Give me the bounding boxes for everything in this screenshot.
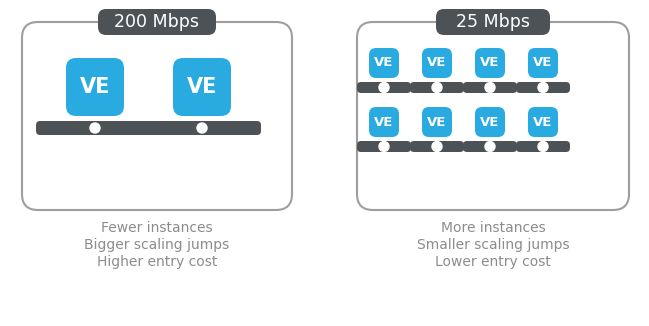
FancyBboxPatch shape bbox=[143, 121, 261, 135]
Text: More instances: More instances bbox=[441, 221, 545, 235]
Circle shape bbox=[432, 82, 442, 93]
Text: VE: VE bbox=[187, 77, 217, 97]
FancyBboxPatch shape bbox=[66, 58, 124, 116]
FancyBboxPatch shape bbox=[173, 58, 231, 116]
FancyBboxPatch shape bbox=[357, 82, 411, 93]
FancyBboxPatch shape bbox=[369, 48, 399, 78]
Circle shape bbox=[197, 123, 207, 133]
FancyBboxPatch shape bbox=[463, 82, 517, 93]
FancyBboxPatch shape bbox=[98, 9, 216, 35]
Text: VE: VE bbox=[533, 115, 553, 128]
Circle shape bbox=[538, 82, 548, 93]
Text: Lower entry cost: Lower entry cost bbox=[435, 255, 551, 269]
Text: VE: VE bbox=[374, 56, 394, 69]
FancyBboxPatch shape bbox=[36, 121, 154, 135]
Text: 25 Mbps: 25 Mbps bbox=[456, 13, 530, 31]
Text: VE: VE bbox=[374, 115, 394, 128]
Text: VE: VE bbox=[80, 77, 110, 97]
Circle shape bbox=[538, 141, 548, 152]
Text: VE: VE bbox=[427, 115, 447, 128]
FancyBboxPatch shape bbox=[436, 9, 550, 35]
Circle shape bbox=[485, 82, 495, 93]
Circle shape bbox=[379, 141, 389, 152]
Text: Fewer instances: Fewer instances bbox=[101, 221, 213, 235]
FancyBboxPatch shape bbox=[463, 141, 517, 152]
Text: VE: VE bbox=[427, 56, 447, 69]
Circle shape bbox=[432, 141, 442, 152]
FancyBboxPatch shape bbox=[369, 107, 399, 137]
FancyBboxPatch shape bbox=[475, 107, 505, 137]
Circle shape bbox=[90, 123, 100, 133]
FancyBboxPatch shape bbox=[410, 141, 464, 152]
Circle shape bbox=[379, 82, 389, 93]
FancyBboxPatch shape bbox=[357, 141, 411, 152]
Circle shape bbox=[485, 141, 495, 152]
FancyBboxPatch shape bbox=[516, 141, 570, 152]
Text: Bigger scaling jumps: Bigger scaling jumps bbox=[84, 238, 230, 252]
FancyBboxPatch shape bbox=[422, 48, 452, 78]
FancyBboxPatch shape bbox=[422, 107, 452, 137]
FancyBboxPatch shape bbox=[516, 82, 570, 93]
FancyBboxPatch shape bbox=[528, 107, 558, 137]
Text: VE: VE bbox=[480, 56, 500, 69]
Text: Smaller scaling jumps: Smaller scaling jumps bbox=[417, 238, 569, 252]
Text: VE: VE bbox=[480, 115, 500, 128]
Text: 200 Mbps: 200 Mbps bbox=[114, 13, 199, 31]
FancyBboxPatch shape bbox=[475, 48, 505, 78]
FancyBboxPatch shape bbox=[528, 48, 558, 78]
Text: Higher entry cost: Higher entry cost bbox=[97, 255, 217, 269]
FancyBboxPatch shape bbox=[410, 82, 464, 93]
Text: VE: VE bbox=[533, 56, 553, 69]
